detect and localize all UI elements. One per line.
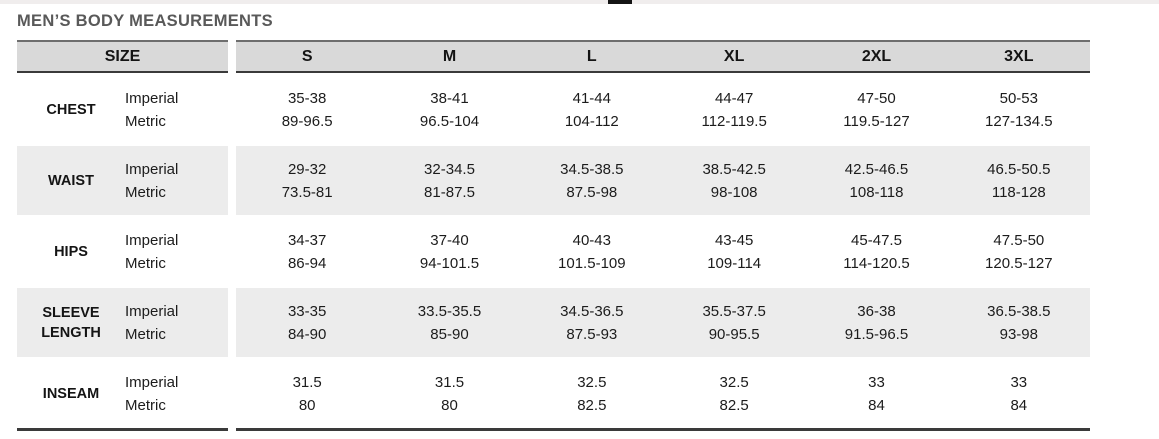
column-gap <box>228 359 236 428</box>
value-cell: 47.5-50 120.5-127 <box>985 231 1053 272</box>
bottom-border-right-segment <box>236 428 1090 431</box>
row-left-block: HIPS Imperial Metric <box>17 217 228 286</box>
row-values: 31.5 80 31.5 80 32.5 82.5 32.5 82.5 33 84 33 8… <box>236 359 1090 428</box>
row-left-block: CHEST Imperial Metric <box>17 75 228 144</box>
value-cell: 32.5 82.5 <box>719 373 749 414</box>
mens-measurements-table: SIZE S M L XL 2XL 3XL CHEST Imperial Met… <box>17 40 1090 431</box>
size-headers-group: S M L XL 2XL 3XL <box>236 40 1090 73</box>
unit-imperial-label: Imperial <box>125 302 179 320</box>
row-values: 33-35 84-90 33.5-35.5 85-90 34.5-36.5 87.5-… <box>236 288 1090 357</box>
unit-labels: Imperial Metric <box>125 75 228 144</box>
row-left-block: SLEEVE LENGTH Imperial Metric <box>17 288 228 357</box>
value-cell: 46.5-50.5 118-128 <box>987 160 1051 201</box>
size-header-l: L <box>586 47 597 65</box>
value-cell: 33.5-35.5 85-90 <box>417 302 482 343</box>
unit-metric-label: Metric <box>125 325 166 343</box>
value-cell: 38.5-42.5 98-108 <box>702 160 766 201</box>
column-gap <box>228 40 236 73</box>
value-cell: 36-38 91.5-96.5 <box>844 302 909 343</box>
value-cell: 31.5 80 <box>434 373 465 414</box>
size-header-s: S <box>301 47 313 65</box>
table-row-hips: HIPS Imperial Metric 34-37 86-94 37-40 94-… <box>17 217 1090 286</box>
measurement-label: SLEEVE LENGTH <box>41 304 101 341</box>
value-cell: 33-35 84-90 <box>287 302 327 343</box>
column-gap <box>228 217 236 286</box>
size-chart-section: MEN’S BODY MEASUREMENTS SIZE S M L XL 2X… <box>17 4 1090 431</box>
unit-labels: Imperial Metric <box>125 288 228 357</box>
value-cell: 47-50 119.5-127 <box>843 89 910 130</box>
row-left-block: INSEAM Imperial Metric <box>17 359 228 428</box>
value-cell: 40-43 101.5-109 <box>558 231 626 272</box>
measurement-label: WAIST <box>48 172 94 189</box>
value-cell: 35.5-37.5 90-95.5 <box>702 302 766 343</box>
table-header-row: SIZE S M L XL 2XL 3XL <box>17 40 1090 73</box>
table-row-chest: CHEST Imperial Metric 35-38 89-96.5 38-41… <box>17 75 1090 144</box>
value-cell: 41-44 104-112 <box>564 89 619 130</box>
value-cell: 34.5-36.5 87.5-93 <box>560 302 624 343</box>
size-header-3xl: 3XL <box>1004 47 1034 65</box>
unit-imperial-label: Imperial <box>125 160 179 178</box>
value-cell: 35-38 89-96.5 <box>281 89 333 130</box>
row-values: 35-38 89-96.5 38-41 96.5-104 41-44 104-112 … <box>236 75 1090 144</box>
row-left-block: WAIST Imperial Metric <box>17 146 228 215</box>
measurement-label: CHEST <box>46 101 96 118</box>
unit-metric-label: Metric <box>125 183 166 201</box>
column-gap <box>228 146 236 215</box>
value-cell: 37-40 94-101.5 <box>419 231 480 272</box>
table-row-sleeve-length: SLEEVE LENGTH Imperial Metric 33-35 84-90… <box>17 288 1090 357</box>
unit-metric-label: Metric <box>125 396 166 414</box>
value-cell: 50-53 127-134.5 <box>985 89 1053 130</box>
measurement-label: INSEAM <box>42 385 100 402</box>
value-cell: 43-45 109-114 <box>707 231 762 272</box>
value-cell: 36.5-38.5 93-98 <box>987 302 1051 343</box>
value-cell: 33 84 <box>868 373 885 414</box>
row-values: 34-37 86-94 37-40 94-101.5 40-43 101.5-109 … <box>236 217 1090 286</box>
value-cell: 45-47.5 114-120.5 <box>843 231 910 272</box>
top-edge-dark-fragment <box>608 0 632 4</box>
table-bottom-border <box>17 428 1090 431</box>
row-values: 29-32 73.5-81 32-34.5 81-87.5 34.5-38.5 87.… <box>236 146 1090 215</box>
measurement-label: HIPS <box>54 243 88 260</box>
unit-imperial-label: Imperial <box>125 373 179 391</box>
page-title: MEN’S BODY MEASUREMENTS <box>17 12 273 30</box>
unit-labels: Imperial Metric <box>125 217 228 286</box>
size-header-2xl: 2XL <box>861 47 892 65</box>
value-cell: 32.5 82.5 <box>577 373 607 414</box>
size-header-m: M <box>442 47 457 65</box>
unit-labels: Imperial Metric <box>125 359 228 428</box>
value-cell: 42.5-46.5 108-118 <box>844 160 909 201</box>
value-cell: 33 84 <box>1010 373 1028 414</box>
value-cell: 29-32 73.5-81 <box>281 160 333 201</box>
value-cell: 34.5-38.5 87.5-98 <box>560 160 624 201</box>
unit-metric-label: Metric <box>125 112 166 130</box>
value-cell: 38-41 96.5-104 <box>419 89 480 130</box>
column-gap <box>228 428 236 431</box>
unit-imperial-label: Imperial <box>125 89 179 107</box>
column-gap <box>228 75 236 144</box>
value-cell: 34-37 86-94 <box>287 231 327 272</box>
value-cell: 44-47 112-119.5 <box>701 89 767 130</box>
unit-metric-label: Metric <box>125 254 166 272</box>
column-gap <box>228 288 236 357</box>
table-row-inseam: INSEAM Imperial Metric 31.5 80 31.5 80 32.… <box>17 359 1090 428</box>
table-row-waist: WAIST Imperial Metric 29-32 73.5-81 32-34… <box>17 146 1090 215</box>
value-cell: 32-34.5 81-87.5 <box>424 160 475 201</box>
value-cell: 31.5 80 <box>292 373 322 414</box>
unit-labels: Imperial Metric <box>125 146 228 215</box>
top-edge-strip <box>0 0 1159 4</box>
size-header-xl: XL <box>723 47 745 65</box>
unit-imperial-label: Imperial <box>125 231 179 249</box>
bottom-border-left-segment <box>17 428 228 431</box>
size-column-header: SIZE <box>17 40 228 73</box>
